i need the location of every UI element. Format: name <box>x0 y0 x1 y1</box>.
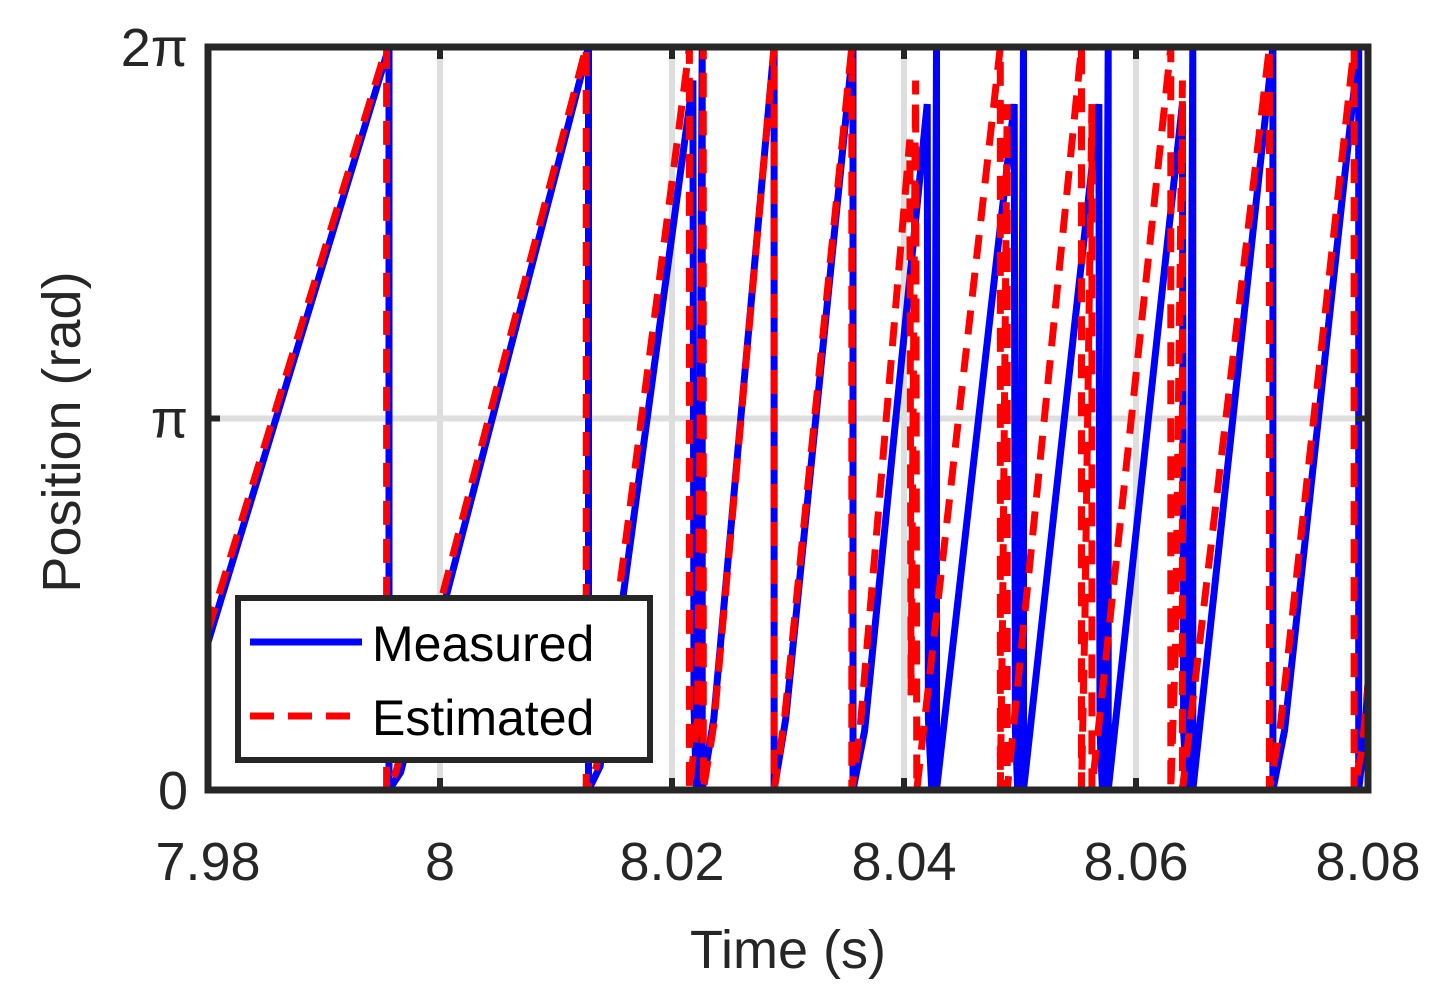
x-tick-label: 8 <box>425 832 455 892</box>
x-axis-label: Time (s) <box>690 920 886 980</box>
x-tick-label: 8.04 <box>851 832 956 892</box>
x-tick-label: 7.98 <box>155 832 260 892</box>
y-tick-label: π <box>151 390 188 450</box>
x-tick-label: 8.08 <box>1315 832 1420 892</box>
legend-estimated-label: Estimated <box>372 690 594 746</box>
legend: Measured Estimated <box>235 595 653 763</box>
legend-box <box>235 595 653 763</box>
x-tick-label: 8.02 <box>619 832 724 892</box>
x-tick-label: 8.06 <box>1083 832 1188 892</box>
y-tick-label: 0 <box>158 761 188 821</box>
y-tick-label: 2π <box>121 18 188 78</box>
legend-measured-label: Measured <box>372 616 594 672</box>
y-axis-label: Position (rad) <box>32 271 92 592</box>
ticks: 7.98 8 8.02 8.04 8.06 8.08 0 π 2π <box>121 18 1421 892</box>
series-group <box>208 45 1368 790</box>
